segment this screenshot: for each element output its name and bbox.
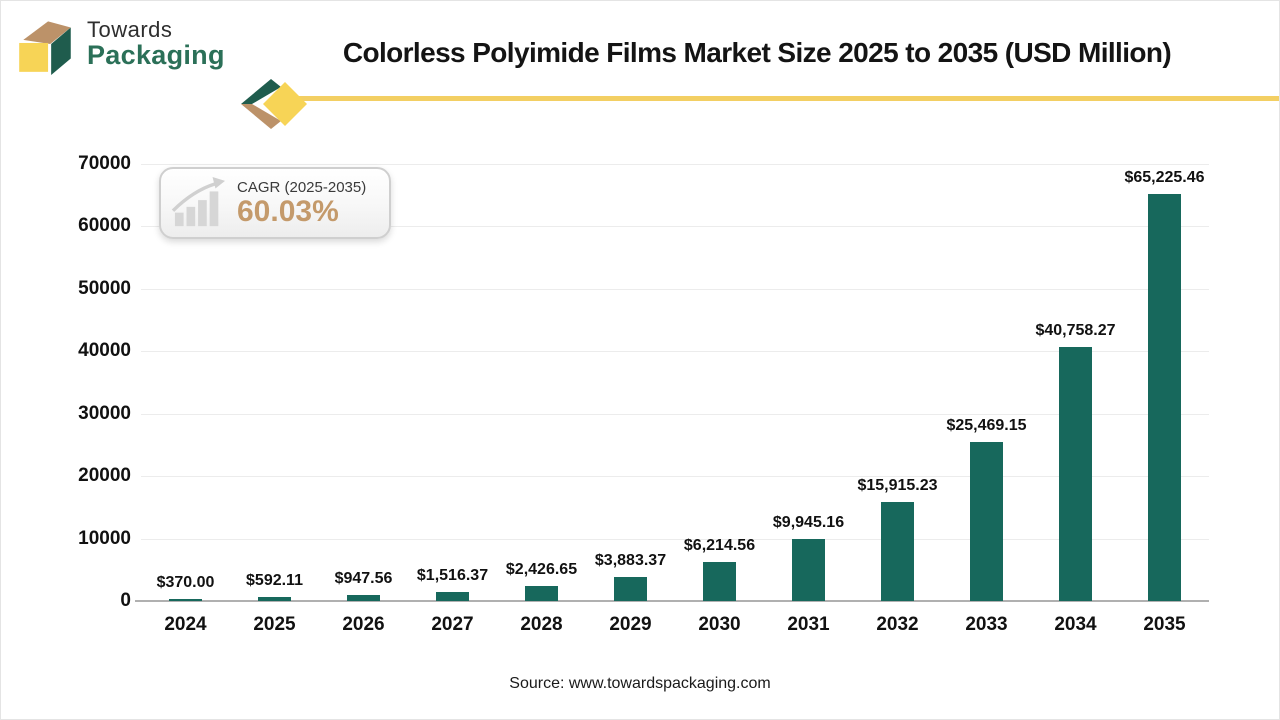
bar-2031 — [792, 538, 825, 601]
y-axis-tick-label: 50000 — [78, 277, 131, 299]
x-axis-label: 2033 — [965, 614, 1008, 635]
logo-word-towards: Towards — [87, 17, 173, 43]
cagr-badge: CAGR (2025-2035) 60.03% — [159, 167, 391, 239]
bar-value-label: $1,516.37 — [416, 566, 489, 584]
x-axis-label: 2027 — [431, 614, 474, 635]
gridline — [141, 538, 1209, 540]
gridline — [141, 351, 1209, 353]
x-axis-label: 2032 — [876, 614, 919, 635]
divider-arrow-diamond-icon — [241, 79, 307, 129]
gridline — [141, 413, 1209, 415]
x-axis-label: 2028 — [520, 614, 563, 635]
bar-value-label: $15,915.23 — [857, 476, 938, 494]
bar-2024 — [169, 598, 202, 601]
chart-title: Colorless Polyimide Films Market Size 20… — [342, 37, 1172, 68]
y-axis-tick-label: 20000 — [78, 465, 131, 487]
bar-2028 — [525, 585, 558, 601]
bar-2026 — [347, 595, 380, 601]
x-axis-label: 2034 — [1054, 614, 1097, 635]
cagr-texts: CAGR (2025-2035) 60.03% — [237, 179, 366, 228]
logo-word-packaging: Packaging — [87, 40, 225, 71]
gridline — [141, 164, 1209, 165]
divider-line — [299, 96, 1279, 101]
y-axis-tick-label: 0 — [120, 590, 131, 611]
bar-2030 — [703, 562, 736, 601]
bar-value-label: $370.00 — [156, 573, 215, 591]
bar-value-label: $947.56 — [334, 570, 393, 588]
logo-wordmark: Towards Packaging — [87, 17, 225, 71]
bar-2027 — [436, 591, 469, 601]
y-axis-tick-label: 40000 — [78, 340, 131, 362]
bar-2032 — [881, 501, 914, 601]
cagr-value: 60.03% — [237, 194, 339, 228]
bar-2029 — [614, 576, 647, 601]
gridline — [141, 226, 1209, 228]
bar-value-label: $65,225.46 — [1124, 168, 1205, 186]
gridline — [141, 476, 1209, 478]
x-axis-label: 2029 — [609, 614, 652, 635]
bar-value-label: $6,214.56 — [683, 537, 756, 555]
gridline — [141, 288, 1209, 290]
bar-2035 — [1148, 193, 1181, 601]
growth-trend-bar-chart-icon — [171, 176, 226, 227]
package-box-icon — [19, 21, 71, 75]
x-axis-label: 2026 — [342, 614, 385, 635]
x-axis-label: 2035 — [1143, 614, 1186, 635]
bar-value-label: $40,758.27 — [1035, 321, 1116, 339]
x-axis-baseline — [135, 600, 1209, 602]
bar-2025 — [258, 597, 291, 601]
bar-value-label: $3,883.37 — [594, 551, 667, 569]
bar-value-label: $2,426.65 — [505, 560, 578, 578]
towards-packaging-logo: Towards Packaging — [13, 11, 225, 77]
y-axis-tick-label: 30000 — [78, 402, 131, 424]
x-axis-label: 2025 — [253, 614, 296, 635]
bar-2033 — [970, 441, 1003, 601]
x-axis-label: 2031 — [787, 614, 830, 635]
y-axis-tick-label: 60000 — [78, 215, 131, 237]
x-axis-label: 2024 — [164, 614, 207, 635]
bar-2034 — [1059, 346, 1092, 601]
bar-value-label: $9,945.16 — [772, 513, 845, 531]
source-attribution: Source: www.towardspackaging.com — [509, 675, 771, 692]
cagr-label: CAGR (2025-2035) — [237, 178, 367, 196]
y-axis-tick-label: 70000 — [78, 153, 131, 174]
x-axis-label: 2030 — [698, 614, 741, 635]
y-axis-tick-label: 10000 — [78, 527, 131, 549]
bar-value-label: $25,469.15 — [946, 416, 1027, 434]
bar-value-label: $592.11 — [246, 572, 303, 590]
